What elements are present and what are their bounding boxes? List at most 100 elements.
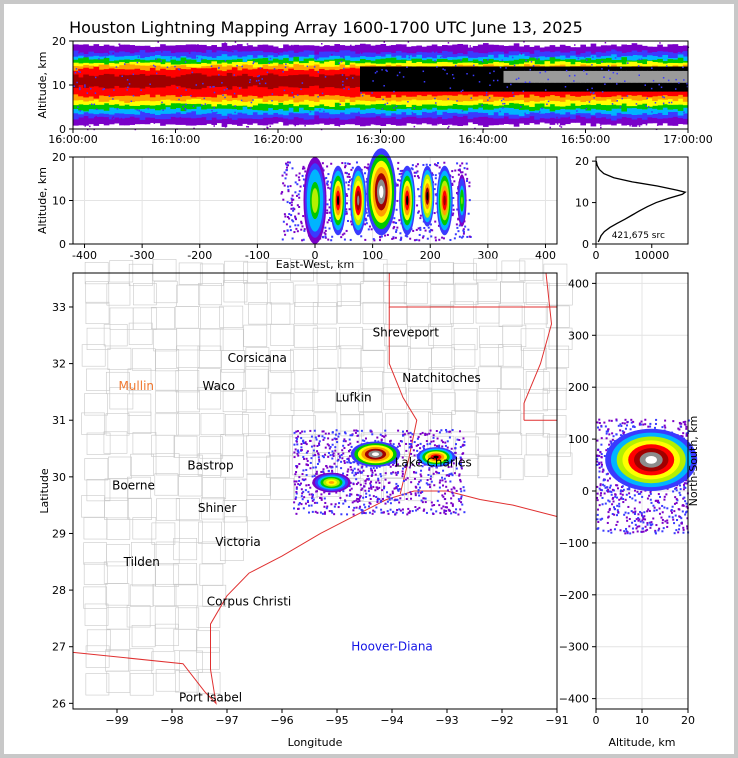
map-speckle: [350, 487, 353, 490]
map-speckle: [368, 487, 371, 490]
map-speckle: [438, 472, 441, 475]
altitude-time-panel: [73, 41, 690, 131]
ns-speckle: [623, 422, 626, 425]
time-speckle: [536, 57, 538, 60]
time-speckle: [300, 88, 302, 91]
map-speckle: [415, 444, 418, 447]
place-label: Mullin: [118, 379, 154, 393]
map-speckle: [455, 508, 458, 511]
map-speckle: [404, 466, 407, 469]
map-speckle: [318, 460, 321, 463]
time-speckle: [614, 57, 617, 59]
time-speckle: [324, 76, 327, 78]
ns-speckle: [611, 503, 614, 506]
ns-speckle: [603, 492, 606, 495]
x-tick-label: 10: [635, 714, 649, 727]
map-speckle: [293, 501, 296, 504]
map-speckle: [392, 510, 395, 513]
time-speckle: [629, 124, 631, 127]
ns-speckle: [606, 430, 609, 433]
time-speckle: [597, 50, 600, 52]
ns-speckle: [675, 498, 678, 501]
ew-speckle: [326, 209, 329, 212]
time-speckle: [670, 101, 673, 104]
map-speckle: [321, 430, 324, 433]
time-speckle: [615, 49, 617, 51]
time-speckle: [202, 82, 204, 85]
time-speckle: [586, 59, 588, 61]
county-boundary: [519, 258, 544, 281]
time-speckle: [136, 61, 139, 64]
time-speckle: [130, 100, 133, 103]
map-speckle: [393, 462, 396, 465]
map-speckle: [320, 497, 323, 500]
county-boundary: [223, 478, 248, 501]
ew-speckle: [452, 208, 455, 211]
map-speckle: [422, 509, 425, 512]
time-density-cell: [149, 74, 156, 88]
ew-speckle: [424, 229, 427, 232]
time-speckle: [386, 102, 389, 104]
ew-speckle: [392, 221, 395, 224]
county-boundary: [130, 453, 154, 477]
map-speckle: [406, 429, 409, 432]
time-speckle: [605, 45, 608, 47]
map-speckle: [310, 435, 313, 438]
county-boundary: [109, 260, 134, 283]
map-speckle: [424, 501, 427, 504]
map-speckle: [296, 437, 299, 440]
ew-speckle: [291, 219, 294, 222]
time-density-cell: [503, 70, 510, 83]
map-speckle: [440, 439, 443, 442]
map-speckle: [412, 449, 415, 452]
county-boundary: [222, 389, 247, 413]
time-speckle: [683, 79, 685, 81]
ew-speckle: [425, 163, 428, 166]
time-speckle: [232, 50, 234, 53]
map-speckle: [414, 506, 417, 509]
ew-speckle: [457, 173, 460, 176]
county-boundary: [500, 367, 524, 390]
time-speckle: [190, 94, 192, 97]
map-speckle: [335, 491, 338, 494]
map-speckle: [375, 481, 378, 484]
time-speckle: [192, 105, 195, 107]
map-speckle: [391, 490, 394, 493]
time-speckle: [592, 56, 594, 58]
ns-speckle: [631, 497, 634, 500]
time-density-cell: [498, 66, 504, 92]
map-speckle: [316, 450, 319, 453]
map-speckle: [347, 459, 350, 462]
time-speckle: [436, 66, 438, 68]
county-boundary: [502, 324, 527, 347]
map-speckle: [421, 465, 424, 468]
map-speckle: [340, 467, 343, 470]
map-speckle: [357, 498, 360, 501]
ns-speckle: [608, 433, 611, 436]
ew-speckle: [291, 237, 294, 240]
map-speckle: [378, 465, 381, 468]
ns-speckle: [619, 429, 622, 432]
map-speckle: [312, 466, 315, 469]
map-speckle: [370, 487, 373, 490]
ns-speckle: [682, 531, 685, 534]
ew-speckle: [286, 229, 289, 232]
ew-speckle: [365, 180, 368, 183]
county-boundary: [133, 283, 157, 306]
map-speckle: [338, 432, 341, 435]
time-density-cell: [216, 75, 223, 87]
map-speckle: [305, 484, 308, 487]
map-speckle: [339, 456, 342, 459]
ew-speckle: [283, 230, 286, 233]
time-speckle: [224, 96, 226, 99]
time-density-cell: [129, 74, 135, 88]
ew-speckle: [284, 215, 287, 218]
map-speckle: [388, 440, 391, 443]
map-speckle: [419, 447, 422, 450]
time-speckle: [536, 121, 538, 123]
county-boundary: [548, 283, 573, 306]
time-speckle: [119, 120, 122, 123]
time-density-cell: [595, 70, 602, 83]
time-speckle: [674, 88, 677, 90]
